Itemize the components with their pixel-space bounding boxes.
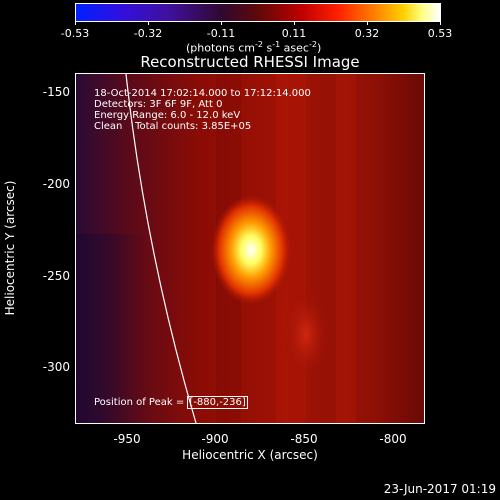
- colorbar-tick-label: -0.53: [60, 27, 90, 40]
- image-title: Reconstructed RHESSI Image: [140, 53, 360, 71]
- x-tick-label: -800: [379, 432, 407, 446]
- y-tick-label: -300: [42, 360, 70, 374]
- info-total-counts: Clean Total counts: 3.85E+05: [94, 121, 252, 132]
- colorbar: [75, 3, 441, 22]
- colorbar-tick: [221, 21, 222, 25]
- solar-limb-curve: [125, 74, 197, 423]
- info-time-range: 18-Oct-2014 17:02:14.000 to 17:12:14.000: [94, 88, 311, 99]
- timestamp: 23-Jun-2017 01:19: [383, 482, 496, 496]
- rhessi-image-plot: [75, 73, 425, 424]
- colorbar-tick: [148, 21, 149, 25]
- secondary-source: [284, 289, 328, 379]
- colorbar-tick: [440, 21, 441, 25]
- x-tick-label: -950: [113, 432, 141, 446]
- y-tick-label: -250: [42, 269, 70, 283]
- colorbar-tick: [294, 21, 295, 25]
- image-dark-region: [76, 234, 146, 423]
- colorbar-tick-label: -0.11: [206, 27, 236, 40]
- y-axis-label: Heliocentric Y (arcsec): [3, 180, 17, 316]
- y-tick-label: -200: [42, 177, 70, 191]
- peak-position-value: [-880,-236]: [187, 396, 248, 409]
- info-energy-range: Energy Range: 6.0 - 12.0 keV: [94, 110, 241, 121]
- image-streak: [336, 74, 356, 423]
- colorbar-tick: [367, 21, 368, 25]
- colorbar-units: (photons cm-2 s-1 asec-2): [186, 40, 322, 55]
- peak-source: [211, 195, 291, 305]
- colorbar-tick-label: 0.11: [281, 27, 307, 40]
- peak-position: Position of Peak = [-880,-236]: [94, 396, 248, 409]
- x-tick-label: -900: [201, 432, 229, 446]
- colorbar-tick-label: -0.32: [133, 27, 163, 40]
- x-axis-label: Heliocentric X (arcsec): [182, 448, 318, 462]
- info-detectors: Detectors: 3F 6F 9F, Att 0: [94, 99, 223, 110]
- colorbar-tick-label: 0.32: [354, 27, 380, 40]
- x-tick-label: -850: [290, 432, 318, 446]
- y-tick-label: -150: [42, 85, 70, 99]
- colorbar-tick-label: 0.53: [427, 27, 453, 40]
- colorbar-tick: [75, 21, 76, 25]
